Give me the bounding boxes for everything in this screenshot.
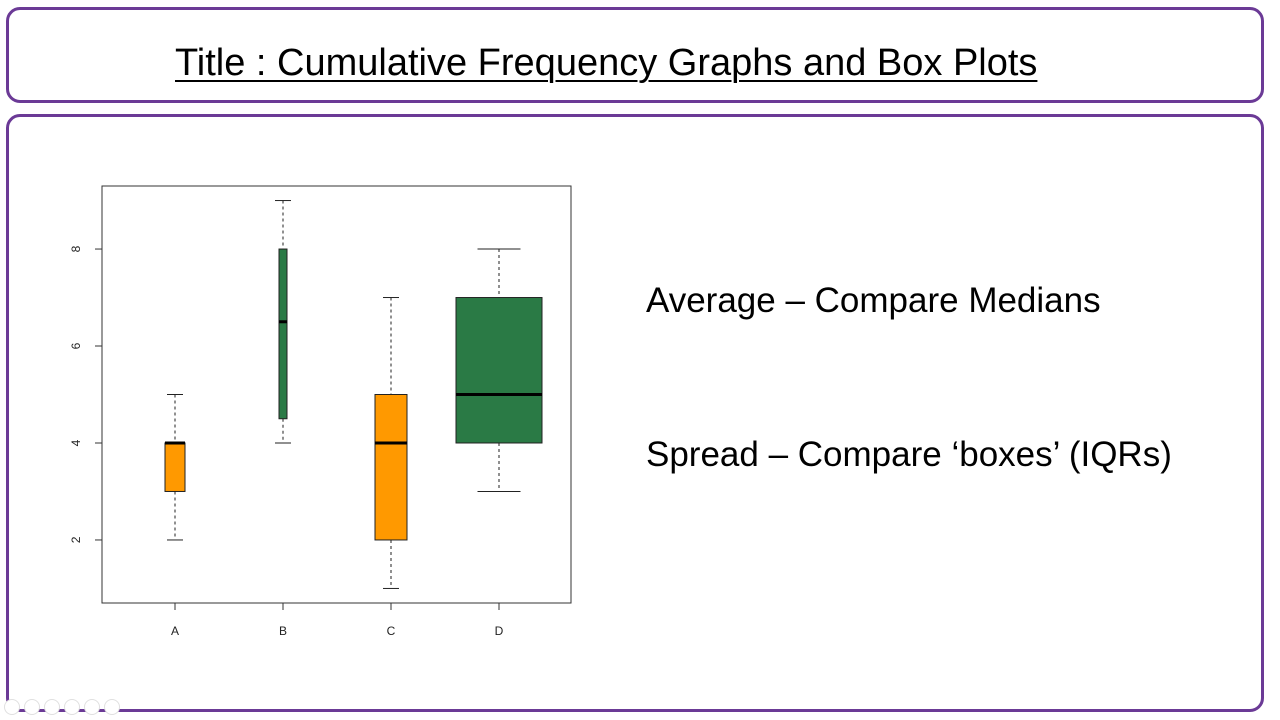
box-C — [374, 394, 408, 541]
back-icon[interactable] — [4, 699, 20, 715]
y-tick-label: 8 — [69, 245, 83, 252]
average-note: Average – Compare Medians — [646, 281, 1101, 320]
title-panel: Title : Cumulative Frequency Graphs and … — [6, 7, 1264, 103]
box-A — [164, 442, 186, 492]
x-tick-label: D — [495, 624, 504, 638]
slideshow-nav — [4, 699, 120, 715]
forward-icon[interactable] — [24, 699, 40, 715]
box-B — [278, 248, 288, 420]
pen-icon[interactable] — [44, 699, 60, 715]
x-tick-label: B — [279, 624, 287, 638]
y-tick-label: 4 — [69, 439, 83, 446]
x-tick-label: A — [171, 624, 179, 638]
zoom-icon[interactable] — [84, 699, 100, 715]
content-panel — [6, 114, 1264, 712]
y-tick-label: 6 — [69, 342, 83, 349]
more-icon[interactable] — [104, 699, 120, 715]
spread-note: Spread – Compare ‘boxes’ (IQRs) — [646, 435, 1172, 474]
slides-icon[interactable] — [64, 699, 80, 715]
y-tick-label: 2 — [69, 536, 83, 543]
x-tick-label: C — [387, 624, 396, 638]
box-D — [455, 297, 543, 444]
plot-frame — [101, 185, 572, 604]
slide-title: Title : Cumulative Frequency Graphs and … — [175, 42, 1038, 84]
